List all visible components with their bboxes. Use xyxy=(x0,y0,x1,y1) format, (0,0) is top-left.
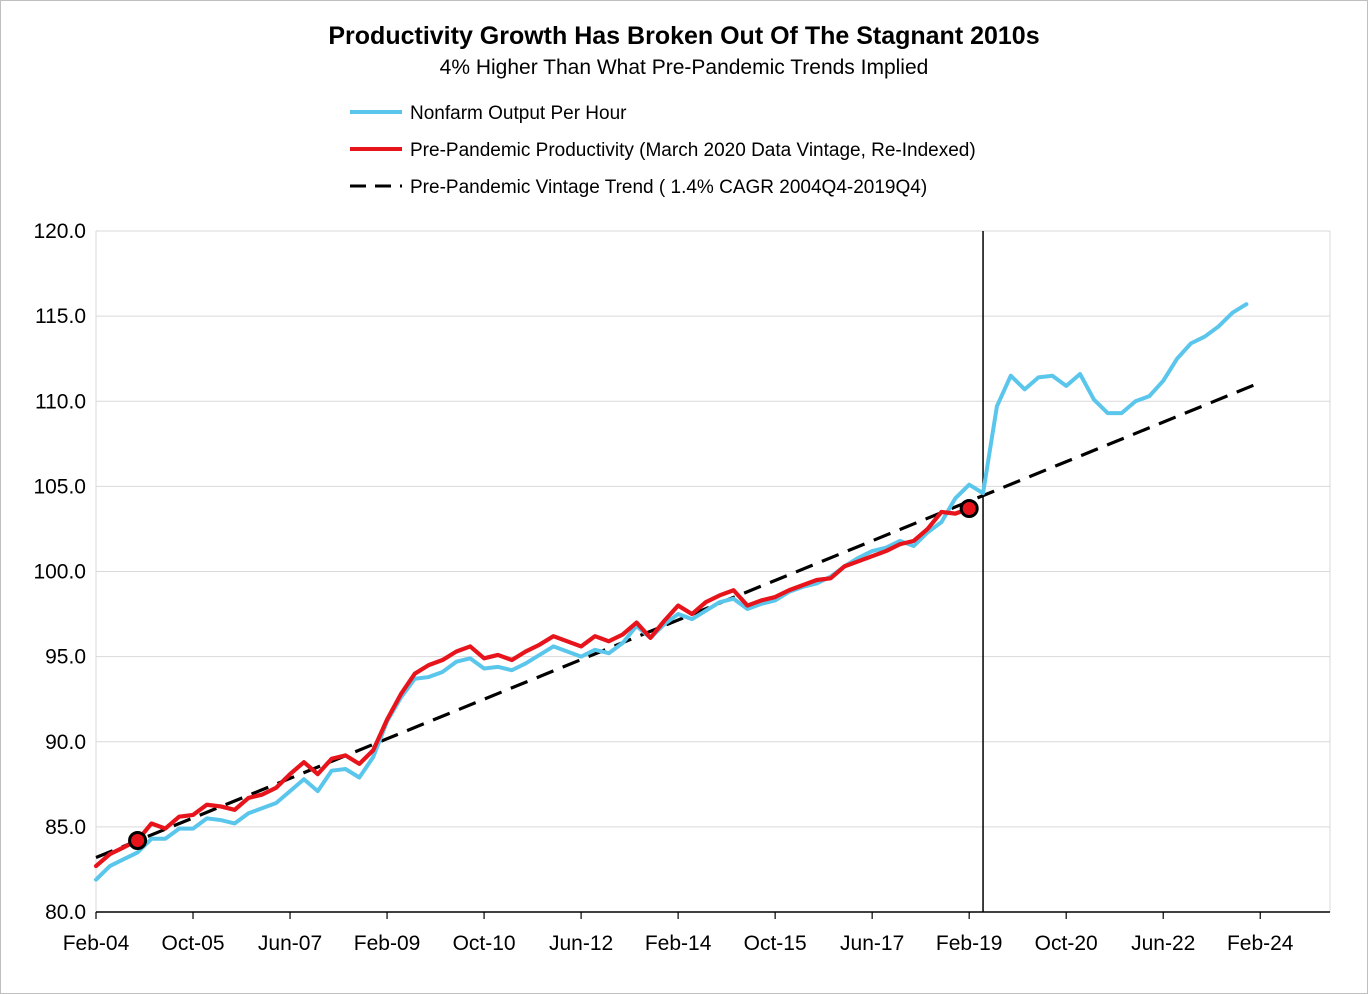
legend-label-output-per-hour: Nonfarm Output Per Hour xyxy=(410,103,627,124)
trend-line xyxy=(95,381,1261,860)
gridlines xyxy=(95,230,1331,912)
series-lines xyxy=(93,302,1261,882)
x-tick-label: Jun-12 xyxy=(549,932,613,955)
x-tick-label: Feb-14 xyxy=(645,932,712,955)
data-point-marker xyxy=(128,830,148,850)
y-tick-label: 110.0 xyxy=(35,390,86,413)
chart-title: Productivity Growth Has Broken Out Of Th… xyxy=(328,22,1039,50)
legend-label-vintage-trend: Pre-Pandemic Vintage Trend ( 1.4% CAGR 2… xyxy=(410,177,927,198)
chart-subtitle: 4% Higher Than What Pre-Pandemic Trends … xyxy=(440,56,929,79)
y-tick-label: 105.0 xyxy=(33,475,86,498)
y-tick-label: 100.0 xyxy=(33,561,86,584)
x-tick-label: Feb-24 xyxy=(1227,932,1294,955)
y-tick-label: 115.0 xyxy=(35,305,86,328)
x-tick-label: Oct-15 xyxy=(744,932,807,955)
point-markers xyxy=(128,499,979,850)
x-tick-label: Oct-10 xyxy=(453,932,516,955)
data-point-marker xyxy=(959,499,979,519)
x-tick-label: Feb-19 xyxy=(936,932,1003,955)
legend-label-pre-pandemic-productivity: Pre-Pandemic Productivity (March 2020 Da… xyxy=(410,140,976,161)
x-tick-label: Feb-09 xyxy=(354,932,421,955)
x-tick-label: Jun-17 xyxy=(840,932,904,955)
y-tick-label: 85.0 xyxy=(45,816,86,839)
y-tick-label: 80.0 xyxy=(45,901,86,924)
y-tick-label: 95.0 xyxy=(45,646,86,669)
x-tick-label: Feb-04 xyxy=(63,932,130,955)
legend: Nonfarm Output Per Hour Pre-Pandemic Pro… xyxy=(350,103,976,198)
y-tick-label: 90.0 xyxy=(45,731,86,754)
x-axis: Feb-04 Oct-05 Jun-07 Feb-09 Oct-10 Jun-12 Feb-… xyxy=(63,911,1330,955)
y-tick-label: 120.0 xyxy=(33,220,86,243)
series-line-pre-pandemic-productivity xyxy=(93,506,972,869)
y-axis-tick-labels: 80.0 85.0 90.0 95.0 100.0 105.0 110.0 115.0 120.… xyxy=(33,220,86,924)
x-tick-label: Oct-20 xyxy=(1035,932,1098,955)
x-tick-label: Oct-05 xyxy=(162,932,225,955)
x-tick-label: Jun-22 xyxy=(1131,932,1195,955)
series-line-output-per-hour xyxy=(94,302,1249,882)
x-tick-label: Jun-07 xyxy=(258,932,322,955)
